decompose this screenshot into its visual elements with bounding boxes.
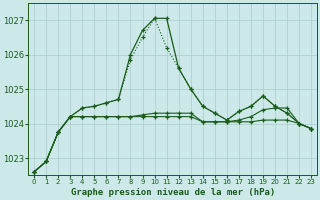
X-axis label: Graphe pression niveau de la mer (hPa): Graphe pression niveau de la mer (hPa) bbox=[70, 188, 275, 197]
